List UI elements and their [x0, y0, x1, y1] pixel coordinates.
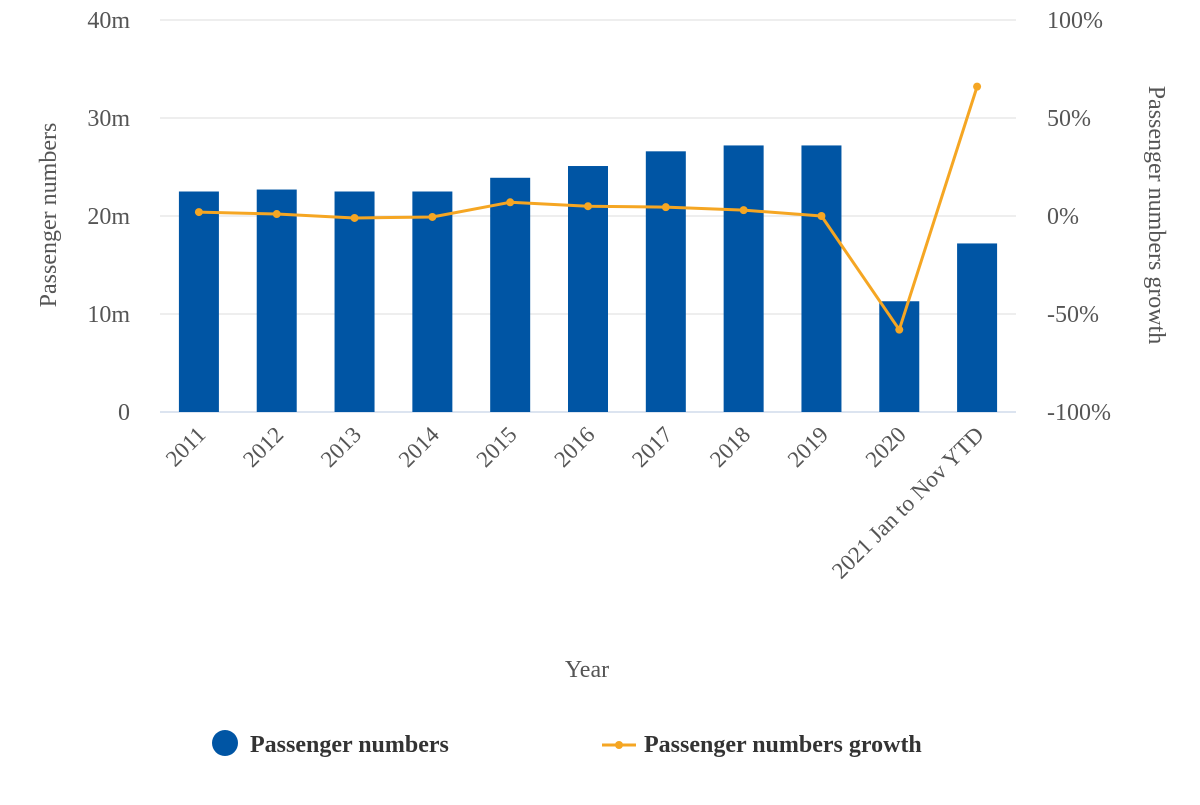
- x-tick-label: 2012: [238, 422, 288, 472]
- x-tick-label: 2021 Jan to Nov YTD: [827, 422, 989, 584]
- bar[interactable]: [334, 191, 375, 413]
- x-tick-label: 2015: [472, 422, 522, 472]
- growth-point[interactable]: [973, 82, 982, 91]
- bar[interactable]: [178, 191, 219, 413]
- legend-bar-label[interactable]: Passenger numbers: [250, 732, 449, 758]
- bar[interactable]: [490, 177, 531, 412]
- y-tick-label: 30m: [87, 106, 130, 132]
- x-tick-label: 2011: [161, 422, 211, 472]
- x-tick-label: 2013: [316, 422, 366, 472]
- y-tick-label: 10m: [87, 302, 130, 328]
- growth-point[interactable]: [895, 325, 904, 334]
- x-axis-ticks: 2011 2012 2013 2014 2015 2016 2017 2018 2019 2020…: [161, 422, 989, 584]
- y-tick-label: 40m: [87, 8, 130, 34]
- bar[interactable]: [801, 145, 842, 412]
- line-series: [194, 82, 982, 334]
- bar[interactable]: [412, 191, 453, 413]
- y-axis-title: Passenger numbers: [36, 123, 62, 308]
- bar[interactable]: [879, 301, 920, 412]
- y-axis-right-title: Passenger numbers growth: [1143, 86, 1169, 345]
- growth-point[interactable]: [428, 212, 437, 221]
- x-tick-label: 2017: [627, 422, 677, 472]
- y-right-tick-label: 100%: [1047, 8, 1103, 34]
- y-tick-label: 0: [118, 400, 130, 426]
- y-tick-label: 20m: [87, 204, 130, 230]
- bar[interactable]: [723, 145, 764, 412]
- y-right-tick-label: 50%: [1047, 106, 1091, 132]
- y-right-tick-label: 0%: [1047, 204, 1079, 230]
- bar-series: [178, 145, 998, 413]
- x-tick-label: 2014: [394, 422, 445, 473]
- x-tick-label: 2020: [861, 422, 911, 472]
- x-axis-title: Year: [565, 657, 609, 683]
- bar[interactable]: [256, 189, 297, 412]
- legend: Passenger numbers Passenger numbers grow…: [212, 730, 922, 758]
- bar[interactable]: [645, 151, 686, 412]
- growth-point[interactable]: [506, 198, 515, 207]
- x-tick-label: 2019: [783, 422, 833, 472]
- left-axis-ticks: 0 10m 20m 30m 40m: [87, 8, 130, 426]
- growth-point[interactable]: [661, 203, 670, 212]
- right-axis-ticks: -100% -50% 0% 50% 100%: [1047, 8, 1111, 426]
- growth-point[interactable]: [817, 212, 826, 220]
- growth-point[interactable]: [350, 213, 359, 222]
- legend-bar-marker[interactable]: [212, 730, 238, 756]
- bar[interactable]: [957, 243, 998, 412]
- legend-line-dot: [615, 741, 623, 749]
- x-tick-label: 2016: [549, 422, 599, 472]
- y-right-tick-label: -50%: [1047, 302, 1099, 328]
- growth-point[interactable]: [272, 210, 281, 219]
- growth-point[interactable]: [194, 208, 203, 217]
- x-tick-label: 2018: [705, 422, 755, 472]
- y-right-tick-label: -100%: [1047, 400, 1111, 426]
- growth-point[interactable]: [739, 206, 748, 215]
- legend-line-label[interactable]: Passenger numbers growth: [644, 732, 922, 758]
- growth-point[interactable]: [584, 202, 592, 211]
